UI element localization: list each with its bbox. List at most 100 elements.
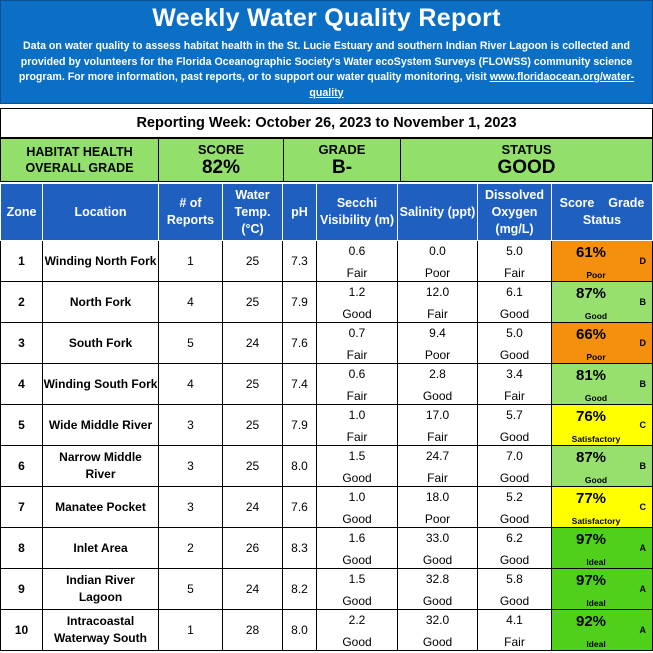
oxygen-rating: Good (499, 348, 530, 362)
salinity-rating: Good (422, 635, 453, 649)
zone-score: 92% (576, 613, 607, 630)
zone-number: 2 (0, 281, 43, 323)
oxygen-rating: Good (499, 471, 530, 485)
salinity-value: 18.0 (425, 490, 450, 504)
ph-value: 8.0 (282, 445, 317, 487)
water-temp: 24 (222, 486, 283, 528)
location-name: Narrow Middle River (42, 445, 159, 487)
secchi-cell: 1.0 Good (316, 486, 398, 528)
secchi-value: 1.5 (348, 572, 366, 586)
oxygen-cell: 6.2 Good (477, 527, 552, 569)
description-text: Data on water quality to assess habitat … (18, 40, 633, 83)
zone-grade: A (639, 584, 647, 594)
secchi-rating: Fair (346, 348, 368, 362)
zone-score: 87% (576, 449, 607, 466)
oxygen-value: 4.1 (506, 613, 523, 627)
water-temp: 26 (222, 527, 283, 569)
report-description: Data on water quality to assess habitat … (7, 39, 646, 101)
habitat-overall-label: HABITAT HEALTH OVERALL GRADE (0, 138, 159, 182)
overall-score-cell: SCORE 82% (158, 138, 284, 182)
water-quality-link[interactable]: www.floridaocean.org/water-quality (309, 71, 635, 99)
table-row: 9 Indian River Lagoon 5 24 8.2 1.5 Good 32.8 Goo… (0, 568, 653, 610)
oxygen-cell: 7.0 Good (477, 445, 552, 487)
salinity-cell: 24.7 Fair (397, 445, 478, 487)
secchi-cell: 1.2 Good (316, 281, 398, 323)
zone-status: Satisfactory (571, 516, 621, 526)
ph-value: 7.9 (282, 404, 317, 446)
report-count: 1 (158, 609, 223, 651)
col-score-grade-status: Score Grade Status (551, 183, 653, 241)
salinity-value: 32.0 (425, 613, 450, 627)
status-label: STATUS (501, 141, 552, 157)
report-count: 3 (158, 445, 223, 487)
salinity-rating: Good (422, 389, 453, 403)
zone-number: 6 (0, 445, 43, 487)
secchi-rating: Good (342, 594, 372, 608)
score-grade-status-cell: 97% A Ideal (551, 527, 653, 569)
zone-number: 1 (0, 240, 43, 282)
score-grade-status-cell: 76% C Satisfactory (551, 404, 653, 446)
salinity-rating: Poor (424, 266, 451, 280)
ph-value: 8.3 (282, 527, 317, 569)
salinity-cell: 33.0 Good (397, 527, 478, 569)
oxygen-value: 3.4 (506, 367, 523, 381)
table-row: 7 Manatee Pocket 3 24 7.6 1.0 Good 18.0 Poor 5.2 G… (0, 486, 653, 528)
secchi-rating: Good (342, 307, 372, 321)
secchi-cell: 1.5 Good (316, 568, 398, 610)
zone-status: Ideal (586, 557, 606, 567)
score-grade-status-cell: 66% D Poor (551, 322, 653, 364)
water-temp: 28 (222, 609, 283, 651)
oxygen-rating: Good (499, 512, 530, 526)
salinity-value: 9.4 (429, 326, 446, 340)
salinity-rating: Poor (424, 512, 451, 526)
oxygen-rating: Good (499, 553, 530, 567)
salinity-rating: Poor (424, 348, 451, 362)
secchi-rating: Good (342, 553, 372, 567)
zone-score: 81% (576, 367, 607, 384)
col-reports: # of Reports (158, 183, 223, 241)
zone-number: 3 (0, 322, 43, 364)
oxygen-value: 6.2 (506, 531, 523, 545)
location-name: South Fork (42, 322, 159, 364)
oxygen-cell: 5.0 Fair (477, 240, 552, 282)
report-title: Weekly Water Quality Report (152, 4, 501, 32)
table-row: 3 South Fork 5 24 7.6 0.7 Fair 9.4 Poor 5.0 Good 66… (0, 322, 653, 364)
salinity-rating: Fair (427, 307, 448, 321)
grade-value: B- (331, 156, 353, 178)
salinity-cell: 32.8 Good (397, 568, 478, 610)
secchi-cell: 1.5 Good (316, 445, 398, 487)
water-temp: 25 (222, 404, 283, 446)
col-temp: Water Temp. (°C) (222, 183, 283, 241)
oxygen-value: 5.0 (506, 326, 523, 340)
salinity-cell: 32.0 Good (397, 609, 478, 651)
table-row: 8 Inlet Area 2 26 8.3 1.6 Good 33.0 Good 6.2 Good 9… (0, 527, 653, 569)
salinity-value: 12.0 (425, 285, 450, 299)
salinity-value: 24.7 (425, 449, 450, 463)
ph-value: 7.3 (282, 240, 317, 282)
zone-grade: A (639, 543, 647, 553)
secchi-value: 0.6 (348, 244, 366, 258)
zone-grade: D (639, 256, 647, 266)
zone-status: Ideal (586, 598, 606, 608)
secchi-value: 0.6 (348, 367, 366, 381)
salinity-cell: 0.0 Poor (397, 240, 478, 282)
table-row: 6 Narrow Middle River 3 25 8.0 1.5 Good 24.7 Fai… (0, 445, 653, 487)
secchi-cell: 2.2 Good (316, 609, 398, 651)
zone-grade: B (639, 297, 647, 307)
report-count: 1 (158, 240, 223, 282)
oxygen-cell: 6.1 Good (477, 281, 552, 323)
grade-label: GRADE (318, 141, 366, 157)
secchi-rating: Good (342, 471, 372, 485)
salinity-value: 32.8 (425, 572, 450, 586)
oxygen-value: 5.2 (506, 490, 523, 504)
zone-score: 66% (576, 326, 607, 343)
score-value: 82% (201, 156, 241, 178)
table-row: 1 Winding North Fork 1 25 7.3 0.6 Fair 0.0 Poor 5… (0, 240, 653, 282)
water-temp: 25 (222, 240, 283, 282)
oxygen-value: 5.0 (506, 244, 523, 258)
secchi-rating: Good (342, 635, 372, 649)
col-location: Location (42, 183, 159, 241)
secchi-value: 1.0 (348, 408, 366, 422)
ph-value: 8.2 (282, 568, 317, 610)
secchi-rating: Fair (346, 266, 368, 280)
